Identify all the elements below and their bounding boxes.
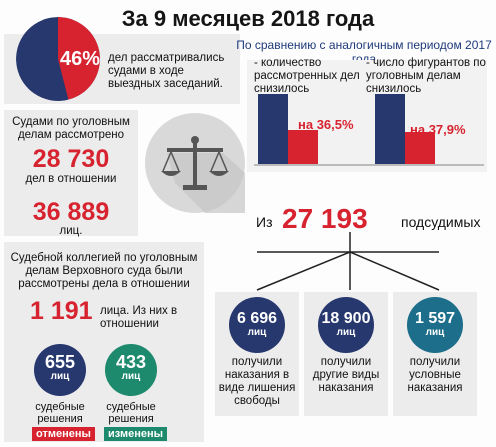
persons-unit: лиц. (59, 225, 83, 237)
prison-count: 6 696 (236, 310, 278, 327)
conditional-unit: лиц (425, 327, 445, 338)
branch-lines (256, 232, 440, 291)
other-unit: лиц (336, 327, 356, 338)
other-circle: 18 900 лиц (318, 297, 374, 353)
prison-circle: 6 696 лиц (229, 297, 285, 353)
changed-count: 433 (115, 352, 147, 372)
cancelled-tag: отменены (32, 427, 95, 441)
persons-count: 36 889 (32, 198, 110, 226)
supreme-unit: лица. Из них в отношении (100, 305, 178, 330)
cases-decline-caption: - количество рассмотренных дел снизилось (254, 57, 360, 95)
pie-chart (16, 17, 100, 101)
defendants-unit: подсудимых (401, 214, 481, 230)
other-count: 18 900 (321, 310, 371, 327)
cases-count: 28 730 (32, 145, 110, 173)
defendants-total: 27 193 (282, 203, 368, 234)
defendants-2017-bar (375, 94, 405, 164)
pie-share-slice (58, 17, 100, 100)
defendants-prefix: Из (256, 214, 273, 230)
scales-svg (161, 136, 245, 213)
supreme-label: Судебной коллегией по уголовным делам Ве… (10, 252, 198, 290)
cancelled-circle: 655 лиц (34, 344, 86, 396)
defendants-decline-pct: на 37,9% (410, 122, 466, 137)
cases-decline-pct: на 36,5% (298, 117, 354, 132)
defendants-2018-bar (405, 132, 435, 164)
pie-percent: 46% (60, 48, 101, 70)
supreme-panel (4, 242, 204, 442)
changed-unit: лиц (121, 371, 141, 382)
conditional-circle: 1 597 лиц (407, 297, 463, 353)
page-title: За 9 месяцев 2018 года (121, 6, 375, 31)
supreme-count: 1 191 (30, 297, 93, 325)
pie-svg (16, 17, 100, 101)
conditional-count: 1 597 (414, 310, 456, 327)
cases-unit: дел в отношении (25, 173, 117, 185)
cancelled-unit: лиц (50, 371, 70, 382)
other-caption: получили другие виды наказания (312, 356, 380, 394)
conditional-caption: получили условные наказания (407, 356, 463, 394)
comparison-axis (254, 164, 484, 166)
cases-2017-bar (258, 94, 288, 164)
courts-panel (4, 110, 138, 236)
pie-caption: дел рассматривались судами в ходе выездн… (108, 52, 225, 90)
prison-unit: лиц (247, 327, 267, 338)
defendants-decline-caption: - число фигурантов по уголовным делам сн… (366, 57, 486, 95)
prison-caption: получили наказания в виде лишения свобод… (218, 356, 296, 407)
courts-label: Судами по уголовным делам рассмотрено (12, 116, 130, 141)
cancelled-caption: судебные решения (35, 401, 85, 425)
cases-2018-bar (288, 130, 318, 164)
changed-caption: судебные решения (106, 401, 156, 425)
scales-icon (145, 113, 245, 213)
changed-circle: 433 лиц (105, 344, 157, 396)
cancelled-count: 655 (44, 352, 76, 372)
changed-tag: изменены (104, 427, 168, 441)
